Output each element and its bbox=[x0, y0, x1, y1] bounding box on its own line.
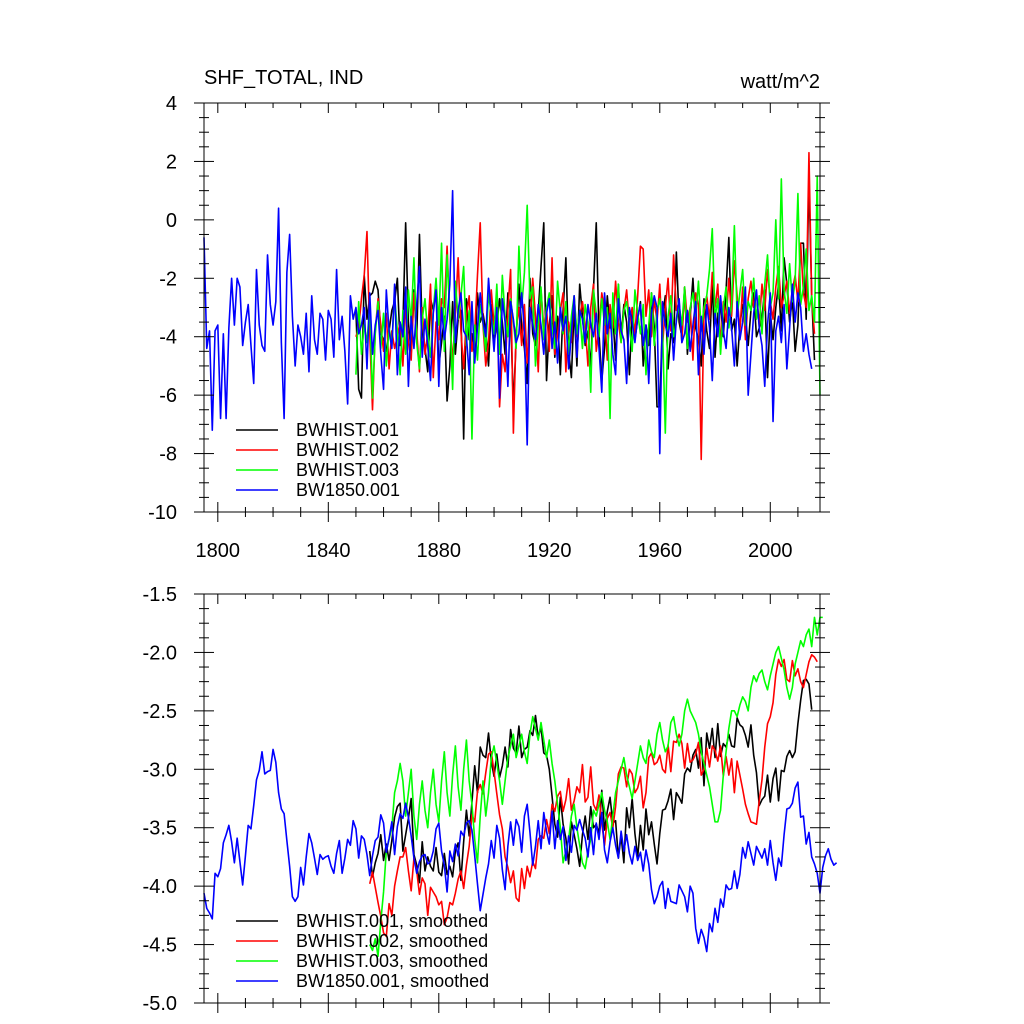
series-lines bbox=[203, 151, 821, 461]
legend-label: BW1850.001, smoothed bbox=[296, 971, 489, 991]
y-tick-label: -4.5 bbox=[143, 935, 177, 957]
series-lines bbox=[203, 616, 838, 958]
y-tick-label: -8 bbox=[159, 444, 177, 466]
y-tick-label: -6 bbox=[159, 385, 177, 407]
series-line-1 bbox=[355, 178, 816, 440]
y-tick-label: -1.5 bbox=[143, 584, 177, 606]
legend-label: BWHIST.002, smoothed bbox=[296, 931, 488, 951]
y-tick-label: -4.0 bbox=[143, 876, 177, 898]
units-label: watt/m^2 bbox=[740, 71, 820, 93]
x-tick-label: 1880 bbox=[417, 540, 462, 562]
y-tick-label: -2 bbox=[159, 268, 177, 290]
y-tick-label: -4 bbox=[159, 327, 177, 349]
top-panel: 1800 1840 1880 1920 1960 2000 4 2 0 -2 -4 -6 -8 -10 BW… bbox=[148, 93, 830, 562]
legend-label: BWHIST.003 bbox=[296, 460, 399, 480]
y-tick-label: 4 bbox=[166, 93, 177, 115]
y-axis-ticks bbox=[194, 593, 830, 1004]
legend-label: BWHIST.001 bbox=[296, 420, 399, 440]
y-tick-label: 2 bbox=[166, 151, 177, 173]
series-line-3 bbox=[369, 616, 823, 958]
y-tick-label: -2.0 bbox=[143, 642, 177, 664]
series-line-2 bbox=[368, 653, 818, 938]
legend-label: BWHIST.002 bbox=[296, 440, 399, 460]
x-tick-label: 1960 bbox=[638, 540, 683, 562]
series-line-1 bbox=[368, 678, 813, 884]
x-axis-ticks bbox=[217, 103, 799, 522]
x-tick-label: 1800 bbox=[196, 540, 241, 562]
y-axis-ticks bbox=[194, 102, 830, 513]
legend-label: BW1850.001 bbox=[296, 480, 400, 500]
x-tick-label: 2000 bbox=[748, 540, 793, 562]
y-tick-label: -2.5 bbox=[143, 701, 177, 723]
y-tick-label: -3.5 bbox=[143, 818, 177, 840]
y-tick-label: -3.0 bbox=[143, 759, 177, 781]
series-line-4 bbox=[203, 189, 813, 455]
y-tick-label: -5.0 bbox=[143, 993, 177, 1015]
y-tick-label: 0 bbox=[166, 210, 177, 232]
y-tick-label: -10 bbox=[148, 502, 177, 524]
x-axis-ticks bbox=[217, 594, 799, 1013]
legend-label: BWHIST.001, smoothed bbox=[296, 911, 488, 931]
chart-title: SHF_TOTAL, IND bbox=[204, 67, 363, 89]
legend-label: BWHIST.003, smoothed bbox=[296, 951, 488, 971]
series-line-4 bbox=[203, 748, 838, 953]
x-tick-label: 1840 bbox=[306, 540, 351, 562]
bottom-panel: -1.5 -2.0 -2.5 -3.0 -3.5 -4.0 -4.5 -5.0 BWHIST.0… bbox=[143, 584, 838, 1015]
x-tick-label: 1920 bbox=[527, 540, 572, 562]
